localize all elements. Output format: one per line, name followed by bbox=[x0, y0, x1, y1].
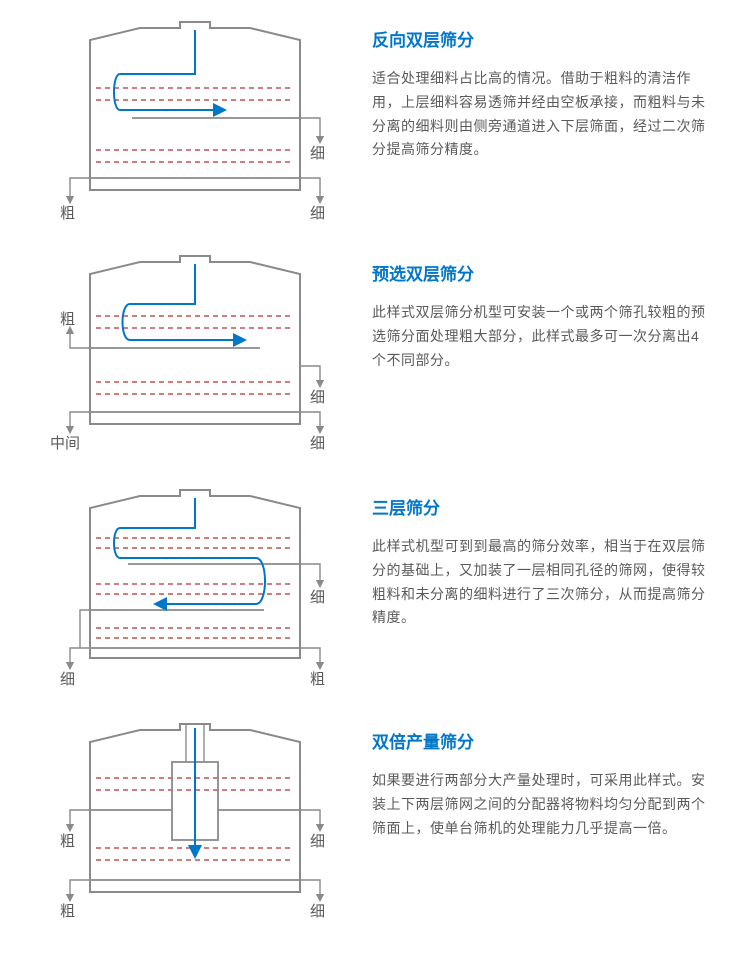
outlet-right-upper-label: 细 bbox=[310, 389, 325, 406]
diagram-2: 细 细 粗 bbox=[20, 488, 360, 688]
outlet-left-upper-label: 粗 bbox=[60, 311, 75, 328]
outlet-right-lower-label: 细 bbox=[310, 903, 325, 920]
section-row-3: 粗 细 粗 细 双倍产量筛分 如果要进行两部分大产量处理时，可采用此样式。安装上… bbox=[20, 722, 712, 922]
outlet-left-lower-label: 粗 bbox=[60, 205, 75, 220]
section-row-1: 粗 细 中间 细 预选双层筛分 此样式双层筛分机型可安装一个或两个筛孔较粗的预选… bbox=[20, 254, 712, 454]
section-title-1: 预选双层筛分 bbox=[372, 260, 712, 285]
section-body-2: 此样式机型可到到最高的筛分效率，相当于在双层筛分的基础上，又加装了一层相同孔径的… bbox=[372, 535, 712, 630]
text-col-1: 预选双层筛分 此样式双层筛分机型可安装一个或两个筛孔较粗的预选筛分面处理粗大部分… bbox=[360, 254, 712, 372]
outlet-left-lower-label: 中间 bbox=[50, 435, 80, 452]
outlet-right-lower-label: 细 bbox=[310, 205, 325, 220]
outlet-left-upper-label: 粗 bbox=[60, 833, 75, 850]
diagram-1: 粗 细 中间 细 bbox=[20, 254, 360, 454]
section-row-2: 细 细 粗 三层筛分 此样式机型可到到最高的筛分效率，相当于在双层筛分的基础上，… bbox=[20, 488, 712, 688]
outlet-left-lower-label: 粗 bbox=[60, 903, 75, 920]
section-title-0: 反向双层筛分 bbox=[372, 26, 712, 51]
outlet-right-upper-label: 细 bbox=[310, 145, 325, 162]
section-row-0: 细 细 粗 反向双层筛分 适合处理细料占比高的情况。借助于粗料的清洁作用，上层细… bbox=[20, 20, 712, 220]
section-body-1: 此样式双层筛分机型可安装一个或两个筛孔较粗的预选筛分面处理粗大部分，此样式最多可… bbox=[372, 301, 712, 372]
text-col-3: 双倍产量筛分 如果要进行两部分大产量处理时，可采用此样式。安装上下两层筛网之间的… bbox=[360, 722, 712, 840]
outlet-right-upper-label: 细 bbox=[310, 833, 325, 850]
outlet-right-upper-label: 细 bbox=[310, 589, 325, 606]
text-col-0: 反向双层筛分 适合处理细料占比高的情况。借助于粗料的清洁作用，上层细料容易透筛并… bbox=[360, 20, 712, 162]
section-title-3: 双倍产量筛分 bbox=[372, 728, 712, 753]
outlet-right-lower-label: 粗 bbox=[310, 671, 325, 688]
outlet-left-lower-label: 细 bbox=[60, 671, 75, 688]
diagram-0: 细 细 粗 bbox=[20, 20, 360, 220]
section-title-2: 三层筛分 bbox=[372, 494, 712, 519]
text-col-2: 三层筛分 此样式机型可到到最高的筛分效率，相当于在双层筛分的基础上，又加装了一层… bbox=[360, 488, 712, 630]
section-body-0: 适合处理细料占比高的情况。借助于粗料的清洁作用，上层细料容易透筛并经由空板承接，… bbox=[372, 67, 712, 162]
diagram-3: 粗 细 粗 细 bbox=[20, 722, 360, 922]
section-body-3: 如果要进行两部分大产量处理时，可采用此样式。安装上下两层筛网之间的分配器将物料均… bbox=[372, 769, 712, 840]
outlet-right-lower-label: 细 bbox=[310, 435, 325, 452]
